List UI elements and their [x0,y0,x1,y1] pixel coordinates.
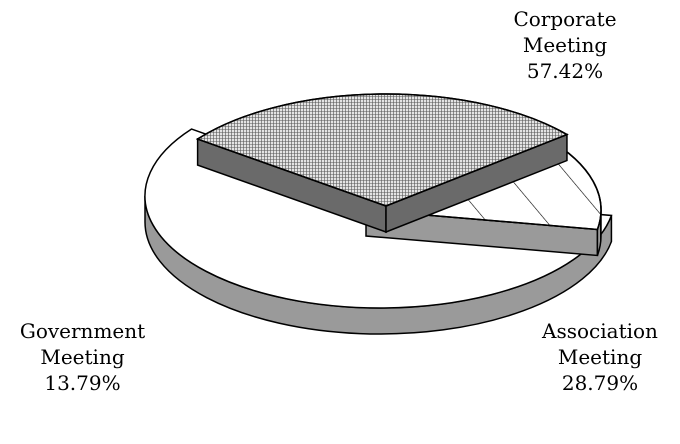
category-label: Government Meeting [19,319,146,369]
value-label: 28.79% [561,371,639,395]
category-label: Corporate Meeting [513,7,617,57]
slice-label: Association Meeting 28.79% [520,318,680,396]
value-label: 57.42% [526,59,604,83]
slice-label: Corporate Meeting 57.42% [500,6,630,84]
category-label: Association Meeting [542,319,658,369]
slice-texture [195,93,569,207]
slice-label: Government Meeting 13.79% [0,318,165,396]
value-label: 13.79% [44,371,121,395]
